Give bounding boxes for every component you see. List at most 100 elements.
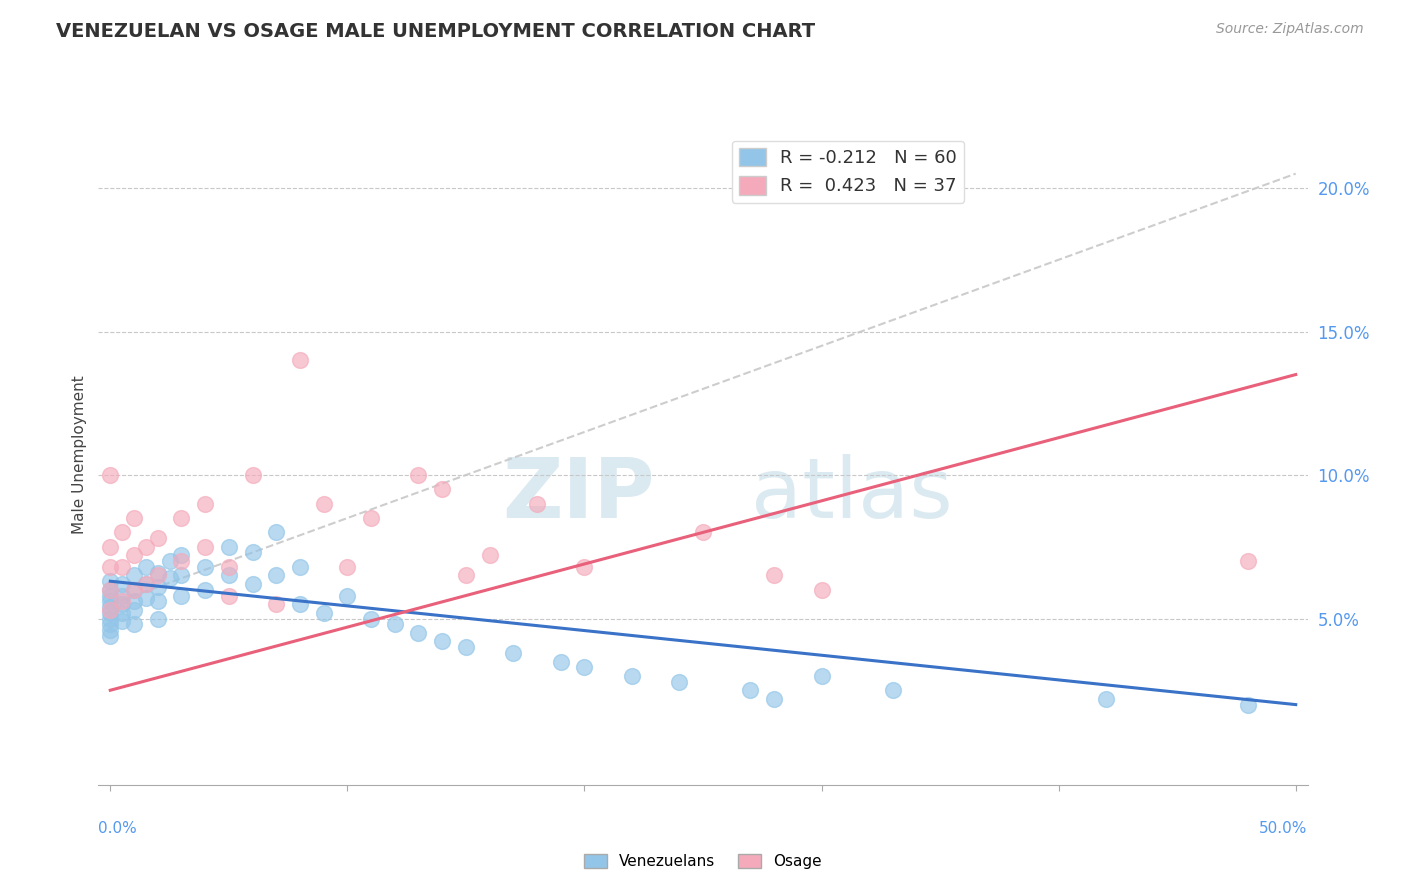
Point — [454, 568, 477, 582]
Point — [502, 646, 524, 660]
Point — [111, 606, 134, 620]
Point — [264, 597, 287, 611]
Point — [668, 674, 690, 689]
Point — [146, 566, 169, 580]
Point — [194, 582, 217, 597]
Point — [170, 511, 193, 525]
Y-axis label: Male Unemployment: Male Unemployment — [72, 376, 87, 534]
Point — [218, 589, 240, 603]
Point — [264, 568, 287, 582]
Point — [218, 559, 240, 574]
Point — [194, 540, 217, 554]
Point — [620, 669, 643, 683]
Point — [98, 574, 121, 589]
Point — [122, 603, 145, 617]
Point — [122, 582, 145, 597]
Point — [288, 597, 311, 611]
Point — [111, 594, 134, 608]
Point — [98, 629, 121, 643]
Point — [408, 625, 430, 640]
Point — [1095, 691, 1118, 706]
Point — [146, 594, 169, 608]
Point — [98, 589, 121, 603]
Legend: R = -0.212   N = 60, R =  0.423   N = 37: R = -0.212 N = 60, R = 0.423 N = 37 — [731, 141, 965, 202]
Point — [882, 683, 904, 698]
Point — [692, 525, 714, 540]
Point — [194, 497, 217, 511]
Point — [288, 353, 311, 368]
Point — [122, 568, 145, 582]
Text: 0.0%: 0.0% — [98, 822, 138, 837]
Point — [478, 549, 501, 563]
Point — [312, 606, 335, 620]
Point — [146, 568, 169, 582]
Point — [146, 531, 169, 545]
Point — [336, 559, 359, 574]
Point — [135, 559, 157, 574]
Point — [384, 617, 406, 632]
Point — [1237, 554, 1260, 568]
Point — [574, 559, 596, 574]
Point — [288, 559, 311, 574]
Point — [170, 554, 193, 568]
Point — [122, 511, 145, 525]
Point — [98, 540, 121, 554]
Point — [218, 540, 240, 554]
Point — [526, 497, 548, 511]
Point — [550, 655, 572, 669]
Text: atlas: atlas — [751, 454, 953, 535]
Point — [135, 577, 157, 591]
Point — [135, 540, 157, 554]
Point — [810, 582, 832, 597]
Point — [194, 559, 217, 574]
Point — [111, 525, 134, 540]
Point — [740, 683, 762, 698]
Text: VENEZUELAN VS OSAGE MALE UNEMPLOYMENT CORRELATION CHART: VENEZUELAN VS OSAGE MALE UNEMPLOYMENT CO… — [56, 22, 815, 41]
Point — [242, 545, 264, 559]
Text: ZIP: ZIP — [502, 454, 655, 535]
Legend: Venezuelans, Osage: Venezuelans, Osage — [578, 848, 828, 875]
Point — [454, 640, 477, 655]
Point — [111, 589, 134, 603]
Point — [146, 580, 169, 594]
Text: Source: ZipAtlas.com: Source: ZipAtlas.com — [1216, 22, 1364, 37]
Point — [218, 568, 240, 582]
Point — [574, 660, 596, 674]
Point — [98, 594, 121, 608]
Point — [98, 617, 121, 632]
Point — [111, 615, 134, 629]
Text: 50.0%: 50.0% — [1260, 822, 1308, 837]
Point — [336, 589, 359, 603]
Point — [135, 577, 157, 591]
Point — [135, 591, 157, 606]
Point — [432, 634, 454, 648]
Point — [111, 597, 134, 611]
Point — [122, 617, 145, 632]
Point — [264, 525, 287, 540]
Point — [170, 549, 193, 563]
Point — [98, 623, 121, 637]
Point — [1237, 698, 1260, 712]
Point — [122, 582, 145, 597]
Point — [98, 603, 121, 617]
Point — [111, 559, 134, 574]
Point — [122, 594, 145, 608]
Point — [111, 577, 134, 591]
Point — [98, 600, 121, 615]
Point — [170, 589, 193, 603]
Point — [122, 549, 145, 563]
Point — [146, 611, 169, 625]
Point — [810, 669, 832, 683]
Point — [242, 577, 264, 591]
Point — [159, 554, 181, 568]
Point — [170, 568, 193, 582]
Point — [98, 468, 121, 483]
Point — [242, 468, 264, 483]
Point — [98, 582, 121, 597]
Point — [763, 568, 786, 582]
Point — [159, 571, 181, 585]
Point — [763, 691, 786, 706]
Point — [98, 611, 121, 625]
Point — [98, 606, 121, 620]
Point — [360, 611, 382, 625]
